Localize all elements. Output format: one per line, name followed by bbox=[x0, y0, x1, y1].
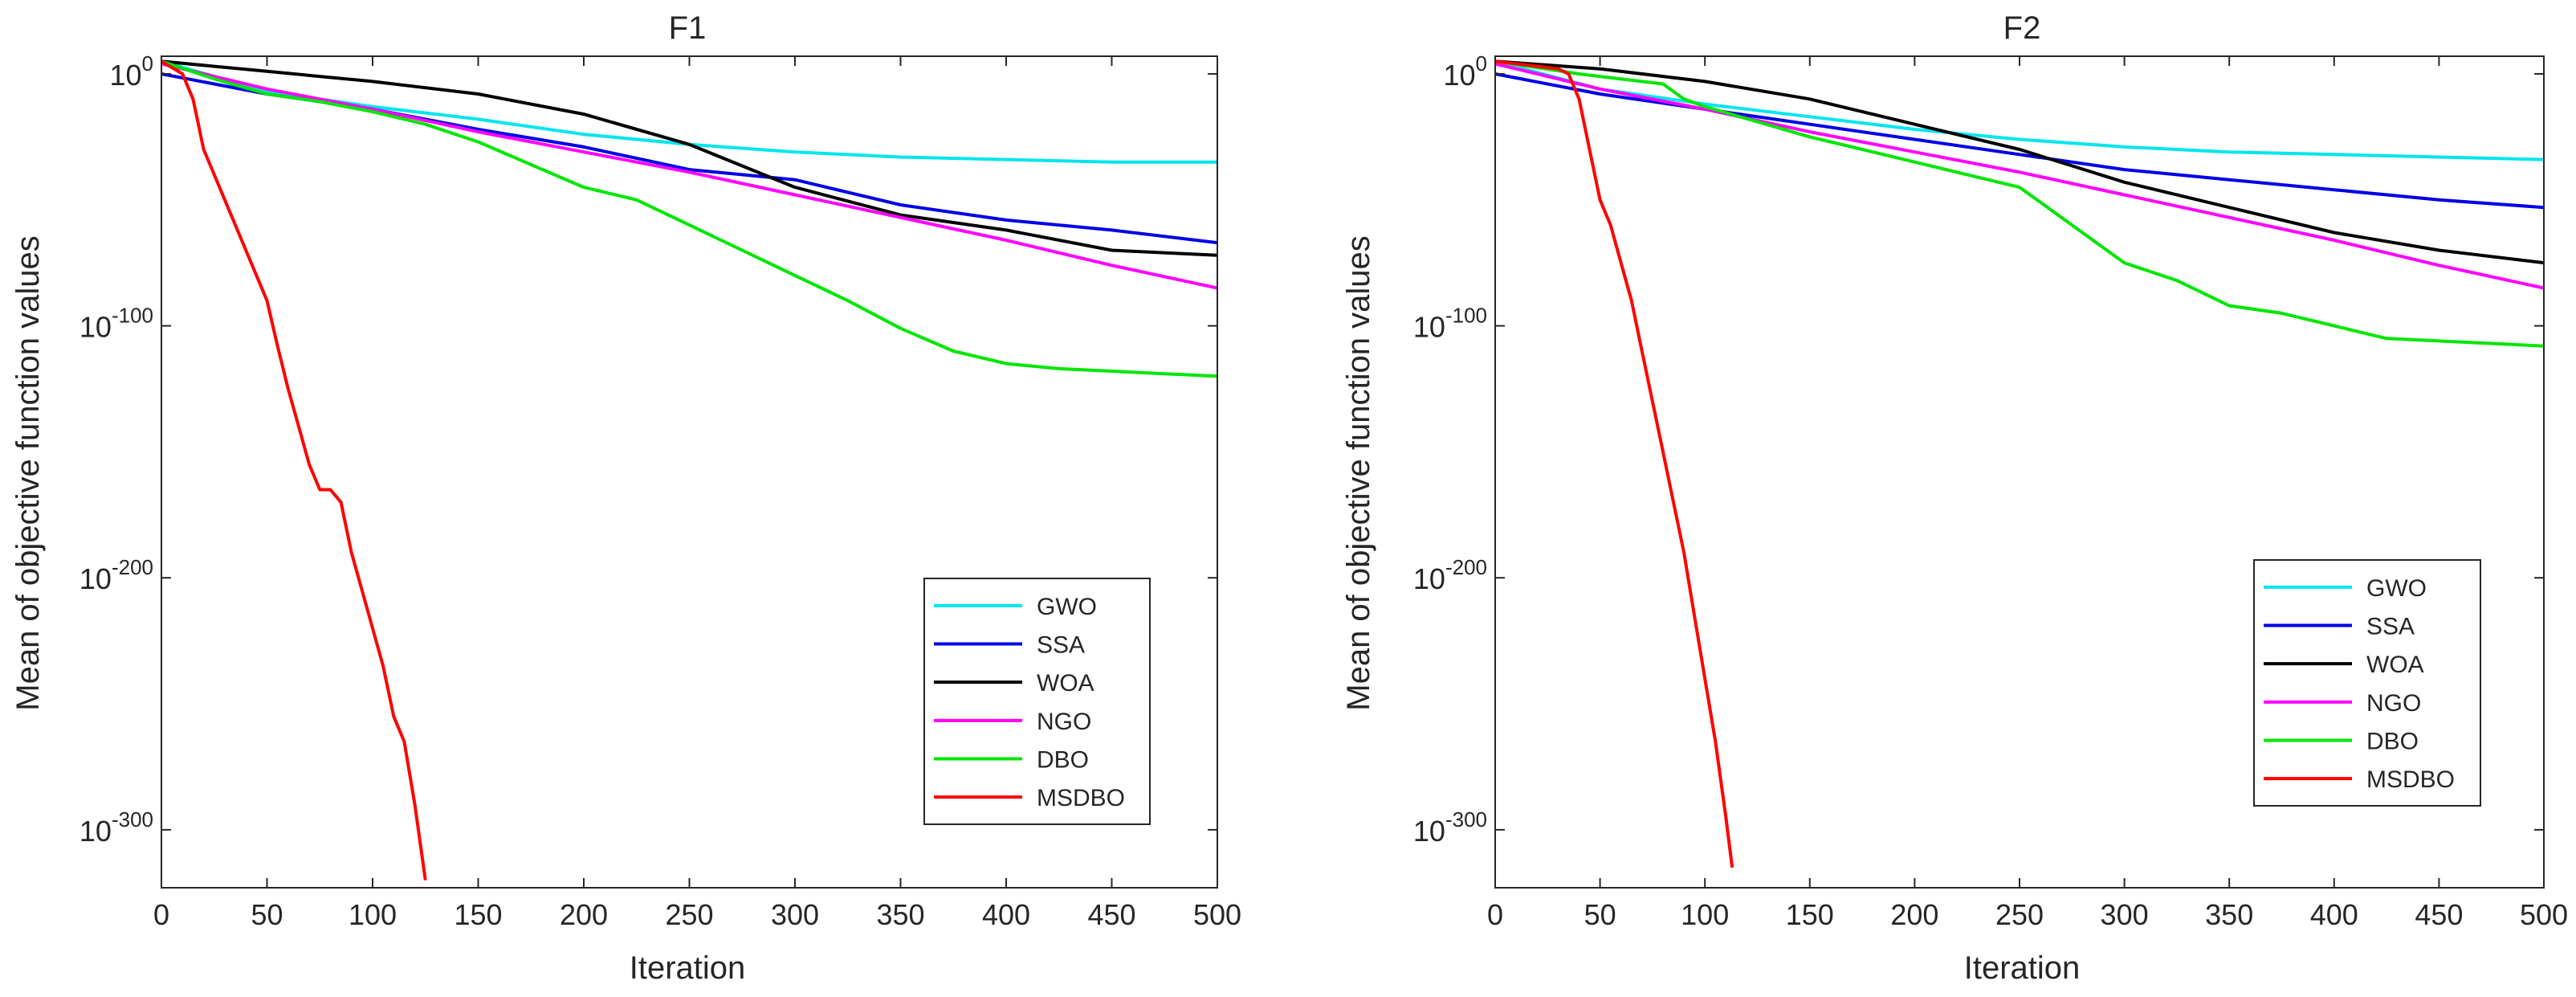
x-axis-label: Iteration bbox=[1964, 950, 2081, 986]
legend-label-woa: WOA bbox=[2366, 652, 2424, 678]
x-tick-label: 400 bbox=[982, 898, 1030, 931]
x-tick-label: 200 bbox=[560, 898, 608, 931]
series-group bbox=[1495, 59, 2544, 868]
legend-label-gwo: GWO bbox=[1037, 594, 1097, 620]
legend-label-ngo: NGO bbox=[2366, 690, 2421, 717]
series-line-msdbo bbox=[1495, 59, 1734, 868]
x-axis-label: Iteration bbox=[630, 950, 746, 986]
series-line-gwo bbox=[1495, 59, 2544, 161]
x-tick-label: 150 bbox=[1786, 898, 1834, 931]
x-tick-label: 450 bbox=[1087, 898, 1135, 931]
legend-label-ngo: NGO bbox=[1037, 709, 1091, 735]
x-tick-label: 350 bbox=[2205, 898, 2253, 931]
y-tick-label: 10-100 bbox=[79, 304, 153, 344]
legend-label-ssa: SSA bbox=[2366, 614, 2415, 640]
y-axis-label: Mean of objective function values bbox=[1341, 235, 1376, 710]
x-tick-label: 0 bbox=[153, 898, 169, 931]
y-tick-label: 10-200 bbox=[79, 555, 153, 595]
legend-label-gwo: GWO bbox=[2366, 575, 2427, 602]
x-tick-label: 500 bbox=[2520, 898, 2568, 931]
legend-box bbox=[923, 578, 1151, 825]
chart-panel-f1: F1 Mean of objective function values Ite… bbox=[10, 10, 1241, 986]
legend-label-msdbo: MSDBO bbox=[2366, 766, 2455, 793]
legend-box bbox=[2253, 559, 2481, 807]
x-tick-label: 450 bbox=[2415, 898, 2463, 931]
x-tick-label: 300 bbox=[2101, 898, 2149, 931]
series-group bbox=[161, 59, 1217, 881]
series-line-ssa bbox=[1495, 72, 2544, 210]
legend: GWO SSA WOA NGO DBO MSDBO bbox=[2253, 559, 2481, 807]
y-axis-label: Mean of objective function values bbox=[10, 235, 46, 710]
x-tick-label: 250 bbox=[665, 898, 713, 931]
chart-title: F2 bbox=[2003, 10, 2041, 46]
series-line-ngo bbox=[1495, 62, 2544, 290]
legend-label-msdbo: MSDBO bbox=[1037, 785, 1125, 811]
series-line-msdbo bbox=[161, 59, 427, 881]
y-tick-label: 10-200 bbox=[1413, 555, 1487, 595]
legend-label-ssa: SSA bbox=[1037, 632, 1085, 659]
x-tick-label: 400 bbox=[2310, 898, 2358, 931]
x-tick-label: 50 bbox=[251, 898, 283, 931]
x-tick-label: 500 bbox=[1193, 898, 1241, 931]
legend: GWO SSA WOA NGO DBO MSDBO bbox=[923, 578, 1151, 825]
x-tick-label: 50 bbox=[1584, 898, 1616, 931]
y-tick-label: 100 bbox=[109, 51, 153, 92]
series-line-dbo bbox=[1495, 59, 2544, 348]
legend-label-woa: WOA bbox=[1037, 670, 1094, 697]
legend-label-dbo: DBO bbox=[1037, 747, 1089, 774]
series-line-woa bbox=[1495, 59, 2544, 265]
x-tick-label: 0 bbox=[1487, 898, 1503, 931]
series-line-dbo bbox=[161, 59, 1217, 378]
y-tick-label: 10-300 bbox=[79, 807, 153, 848]
legend-label-dbo: DBO bbox=[2366, 729, 2419, 755]
x-tick-label: 350 bbox=[876, 898, 924, 931]
x-tick-label: 100 bbox=[1681, 898, 1729, 931]
series-line-woa bbox=[161, 59, 1217, 257]
y-tick-label: 10-300 bbox=[1413, 807, 1487, 848]
x-tick-label: 150 bbox=[454, 898, 502, 931]
x-tick-label: 300 bbox=[771, 898, 819, 931]
y-tick-label: 100 bbox=[1443, 51, 1487, 92]
x-tick-label: 200 bbox=[1890, 898, 1938, 931]
y-tick-label: 10-100 bbox=[1413, 304, 1487, 344]
chart-title: F1 bbox=[669, 10, 707, 46]
chart-panel-f2: F2 Mean of objective function values Ite… bbox=[1341, 10, 2568, 986]
series-line-ngo bbox=[161, 62, 1217, 290]
x-tick-label: 250 bbox=[1995, 898, 2044, 931]
x-tick-label: 100 bbox=[348, 898, 397, 931]
